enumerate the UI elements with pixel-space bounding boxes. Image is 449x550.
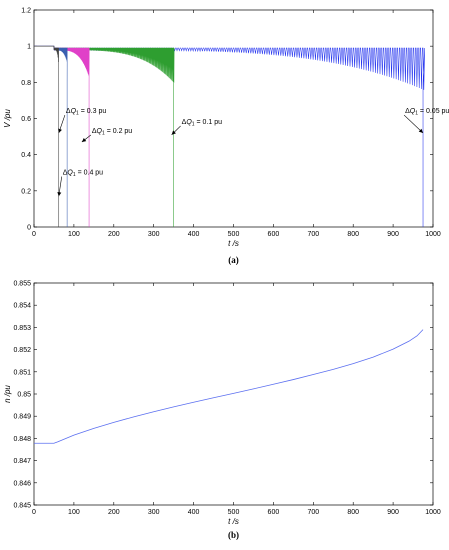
y-tick-label: 0.2	[21, 188, 31, 195]
annotation-label: ΔQ1 = 0.4 pu	[63, 170, 103, 179]
panel-label: (b)	[228, 530, 239, 540]
y-tick-label: 1	[27, 44, 31, 51]
annotation-value: = 0.2 pu	[105, 128, 133, 135]
y-tick-label: 0.85	[17, 392, 31, 399]
series-line	[34, 45, 60, 227]
chart-voltage: 0 100 200 300 400 500 600 700 800 900 1000 0 0.2 0.4 0…	[3, 8, 449, 266]
annotation-q: Q	[410, 108, 416, 115]
x-tick-label: 100	[68, 231, 80, 238]
annotation-arrowhead	[418, 128, 424, 133]
y-tick-label: 1.2	[21, 8, 31, 15]
x-axis-label: t /s	[228, 517, 239, 526]
series-0	[34, 45, 60, 227]
y-tick-label: 0.6	[21, 116, 31, 123]
panel-label: (a)	[228, 255, 239, 265]
x-tick-label: 0	[32, 231, 36, 238]
y-tick-label: 0.849	[13, 414, 31, 421]
annotation-value: = 0.4 pu	[76, 170, 104, 177]
annotation-delta: Δ	[63, 170, 68, 177]
x-tick-label: 100	[68, 509, 80, 516]
y-tick-label: 0.8	[21, 80, 31, 87]
y-tick-label: 0.855	[13, 281, 31, 288]
speed-series-line	[34, 329, 424, 444]
y-tick-label: 0.852	[13, 347, 31, 354]
series-2	[34, 45, 90, 227]
y-tick-label: 0.854	[13, 303, 31, 310]
x-tick-label: 0	[32, 509, 36, 516]
x-tick-label: 400	[188, 509, 200, 516]
annotation-value: = 0.3 pu	[79, 108, 107, 115]
annotation-delta: Δ	[182, 119, 187, 126]
annotation-value: = 0.1 pu	[195, 119, 223, 126]
x-tick-label: 300	[148, 231, 160, 238]
annotation-arrowhead	[58, 128, 62, 133]
annotation-sub: 1	[102, 130, 105, 136]
annotation-delta: Δ	[405, 108, 410, 115]
annotation-sub: 1	[76, 111, 79, 117]
y-axis-label: n /pu	[3, 385, 12, 403]
y-tick-label: 0.4	[21, 152, 31, 159]
x-tick-label: 500	[228, 509, 240, 516]
annotation-arrowhead	[57, 192, 62, 197]
annotation-delta: Δ	[66, 108, 71, 115]
annotation-q: Q	[186, 119, 192, 126]
plot-frame	[33, 282, 434, 506]
series-1	[34, 45, 68, 227]
annotation-label: ΔQ1 = 0.3 pu	[66, 108, 106, 117]
series-line	[34, 45, 425, 227]
annotation-arrow	[403, 114, 424, 134]
x-tick-label: 200	[108, 231, 120, 238]
annotation-label: ΔQ1 = 0.2 pu	[92, 128, 132, 137]
x-tick-label: 800	[347, 509, 359, 516]
annotation-sub: 1	[415, 111, 418, 117]
annotation-label: ΔQ1 = 0.05 pu	[405, 108, 449, 117]
x-tick-label: 1000	[425, 509, 441, 516]
annotation-label: ΔQ1 = 0.1 pu	[182, 119, 222, 128]
series-4	[34, 45, 425, 227]
x-tick-label: 1000	[425, 231, 441, 238]
x-tick-label: 600	[268, 231, 280, 238]
x-tick-label: 700	[307, 231, 319, 238]
annotation-arrowhead	[171, 130, 176, 135]
y-tick-label: 0.853	[13, 325, 31, 332]
x-tick-label: 400	[188, 231, 200, 238]
y-tick-label: 0.847	[13, 458, 31, 465]
annotation-q: Q	[97, 128, 103, 135]
annotation-value: = 0.05 pu	[418, 108, 449, 115]
annotation-sub: 1	[73, 172, 76, 178]
x-tick-label: 900	[387, 231, 399, 238]
x-axis-label: t /s	[228, 239, 239, 248]
annotation-arrowhead	[81, 137, 87, 143]
y-tick-label: 0.845	[13, 503, 31, 510]
series-line	[34, 45, 175, 227]
plot-frame	[33, 9, 434, 228]
series-line	[34, 45, 90, 227]
y-tick-label: 0.851	[13, 369, 31, 376]
annotation-delta: Δ	[92, 128, 97, 135]
y-tick-label: 0.846	[13, 480, 31, 487]
x-tick-label: 300	[148, 509, 160, 516]
series-3	[34, 45, 175, 227]
x-tick-label: 500	[228, 231, 240, 238]
chart-speed: 0 100 200 300 400 500 600 700 800 900 1000 0.845 0.8…	[3, 281, 441, 541]
x-tick-label: 600	[268, 509, 280, 516]
x-tick-label: 800	[347, 231, 359, 238]
x-tick-label: 900	[387, 509, 399, 516]
x-tick-label: 700	[307, 509, 319, 516]
y-axis-label: V /pu	[3, 109, 12, 128]
annotation-q: Q	[67, 170, 73, 177]
series-line	[34, 45, 68, 227]
annotation-sub: 1	[192, 121, 195, 127]
y-tick-label: 0	[27, 225, 31, 232]
x-tick-label: 200	[108, 509, 120, 516]
annotation-q: Q	[71, 108, 77, 115]
y-tick-label: 0.848	[13, 436, 31, 443]
